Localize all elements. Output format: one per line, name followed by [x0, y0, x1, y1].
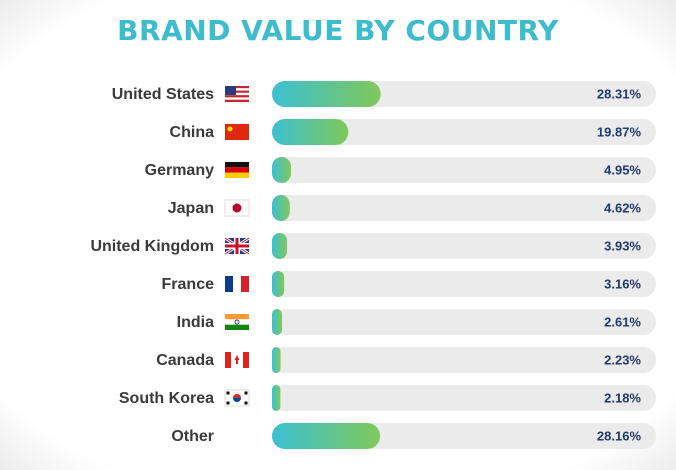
flag-part — [244, 391, 248, 395]
category-label: Japan — [168, 200, 214, 217]
value-label: 19.87% — [597, 124, 642, 139]
flag-icon — [225, 86, 249, 102]
bar-track — [272, 385, 656, 411]
flag-part — [233, 394, 241, 398]
flag-part — [227, 126, 233, 132]
category-label: United Kingdom — [90, 238, 214, 255]
value-label: 2.61% — [604, 314, 641, 329]
flag-part — [241, 276, 249, 292]
flag-part — [225, 172, 249, 178]
flag-icon — [225, 276, 249, 292]
value-label: 4.95% — [604, 162, 641, 177]
bar-track — [272, 157, 656, 183]
flag-part — [225, 352, 231, 368]
flag-part — [233, 398, 241, 402]
category-label: Other — [171, 428, 214, 445]
bar-track — [272, 119, 656, 145]
bar — [272, 271, 285, 297]
flag-part — [225, 319, 249, 325]
flag-icon — [225, 124, 249, 140]
flag-part — [225, 95, 249, 98]
flag-part — [225, 244, 249, 248]
category-label: Canada — [156, 352, 214, 369]
flag-icon — [225, 314, 249, 330]
flag-part — [234, 355, 240, 364]
category-label: South Korea — [119, 390, 214, 407]
category-label: India — [177, 314, 214, 331]
bar — [272, 309, 283, 335]
flag-part — [225, 97, 249, 100]
value-label: 2.23% — [604, 352, 641, 367]
value-label: 2.18% — [604, 390, 641, 405]
flag-part — [226, 391, 230, 395]
flag-part — [243, 352, 249, 368]
flag-part — [225, 90, 249, 93]
category-label: Germany — [145, 162, 214, 179]
flag-icon — [225, 352, 249, 368]
category-label: China — [170, 124, 215, 141]
flag-part — [225, 88, 249, 91]
flag-part — [225, 86, 236, 95]
bar — [272, 347, 281, 373]
flag-part — [225, 314, 249, 320]
flag-part — [225, 276, 233, 292]
value-label: 3.16% — [604, 276, 641, 291]
flag-icon — [224, 199, 250, 217]
bar — [272, 119, 349, 145]
category-label: France — [162, 276, 215, 293]
bar-track — [272, 271, 656, 297]
bar — [272, 195, 290, 221]
flag-part — [232, 203, 242, 213]
flag-part — [244, 401, 248, 405]
bar-track — [272, 233, 656, 259]
value-label: 4.62% — [604, 200, 641, 215]
bar-track — [272, 347, 656, 373]
bar — [272, 157, 292, 183]
bar-track — [272, 195, 656, 221]
bar — [272, 423, 381, 449]
value-label: 28.31% — [597, 86, 642, 101]
value-label: 28.16% — [597, 428, 642, 443]
value-label: 3.93% — [604, 238, 641, 253]
flag-icon — [224, 389, 250, 407]
bar — [272, 385, 281, 411]
flag-icon — [224, 236, 250, 256]
flag-part — [225, 167, 249, 173]
flag-part — [225, 124, 249, 140]
bar — [272, 233, 288, 259]
flag-icon — [225, 162, 249, 178]
bar — [272, 81, 381, 107]
flag-part — [234, 319, 240, 325]
chart-title: BRAND VALUE BY COUNTRY — [117, 14, 559, 47]
flag-part — [225, 86, 249, 89]
category-label: United States — [112, 86, 214, 103]
flag-part — [225, 162, 249, 168]
flag-part — [225, 99, 249, 102]
flag-part — [225, 92, 249, 96]
flag-part — [225, 324, 249, 330]
bar-track — [272, 309, 656, 335]
flag-part — [226, 401, 230, 405]
flag-part — [233, 276, 241, 292]
